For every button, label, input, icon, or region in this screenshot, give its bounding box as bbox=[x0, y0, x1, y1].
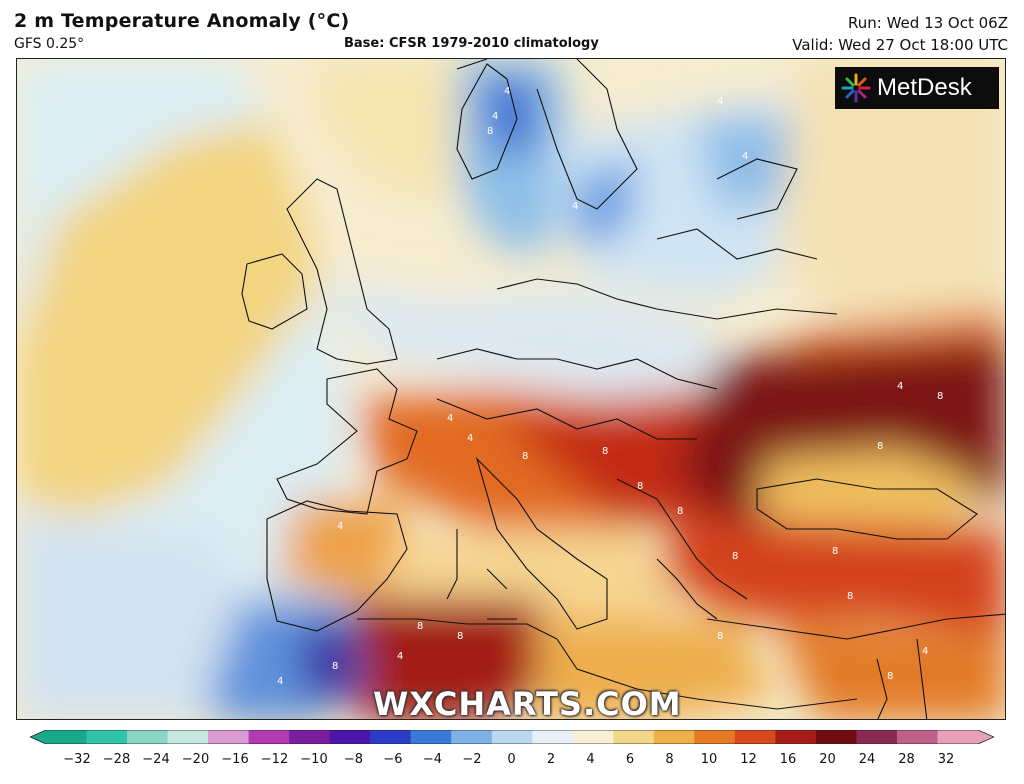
colorbar-tick-label: 28 bbox=[898, 752, 915, 767]
run-time-label: Run: Wed 13 Oct 06Z bbox=[848, 14, 1008, 32]
colorbar-segment bbox=[208, 730, 250, 744]
model-label: GFS 0.25° bbox=[14, 36, 85, 52]
contour-label: 4 bbox=[742, 151, 748, 162]
colorbar-segment bbox=[896, 730, 939, 744]
colorbar-tick-label: 8 bbox=[665, 752, 674, 767]
contour-label: 4 bbox=[277, 676, 283, 687]
contour-label: 4 bbox=[897, 381, 903, 392]
contour-label: 4 bbox=[504, 86, 510, 97]
colorbar-arrow-right bbox=[978, 730, 994, 744]
contour-label: 4 bbox=[717, 96, 723, 107]
contour-label: 8 bbox=[937, 391, 943, 402]
contour-label: 8 bbox=[457, 631, 463, 642]
colorbar-tick-label: −20 bbox=[181, 752, 210, 767]
logo-text: MetDesk bbox=[877, 74, 972, 101]
contour-label: 8 bbox=[732, 551, 738, 562]
contour-label: 8 bbox=[847, 591, 853, 602]
sunburst-icon bbox=[841, 73, 871, 103]
colorbar-tick-label: −4 bbox=[422, 752, 443, 767]
colorbar-tick-label: −32 bbox=[63, 752, 91, 767]
contour-label: 8 bbox=[417, 621, 423, 632]
contour-label: 8 bbox=[602, 446, 608, 457]
colorbar-tick-label: −28 bbox=[102, 752, 131, 767]
anomaly-map: 4 4 8 4 4 4 4 4 8 8 8 4 8 8 8 8 8 8 8 4 … bbox=[16, 58, 1006, 720]
climatology-base-label: Base: CFSR 1979-2010 climatology bbox=[344, 36, 599, 51]
colorbar-segment bbox=[86, 730, 128, 744]
colorbar-segment bbox=[653, 730, 695, 744]
colorbar-segment bbox=[532, 730, 574, 744]
colorbar-tick-label: 12 bbox=[740, 752, 757, 767]
contour-label: 8 bbox=[332, 661, 338, 672]
colorbar-tick-label: −12 bbox=[260, 752, 289, 767]
chart-title: 2 m Temperature Anomaly (°C) bbox=[14, 10, 350, 32]
colorbar-tick-label: −10 bbox=[300, 752, 328, 767]
colorbar bbox=[30, 730, 994, 744]
colorbar-tick-label: −24 bbox=[142, 752, 170, 767]
contour-label: 8 bbox=[877, 441, 883, 452]
colorbar-tick-label: 0 bbox=[507, 752, 516, 767]
contour-label: 4 bbox=[572, 201, 578, 212]
map-canvas: 4 4 8 4 4 4 4 4 8 8 8 4 8 8 8 8 8 8 8 4 … bbox=[17, 59, 1005, 719]
colorbar-segment bbox=[289, 730, 331, 744]
colorbar-segment bbox=[370, 730, 412, 744]
colorbar-segment bbox=[734, 730, 776, 744]
colorbar-tick-label: 32 bbox=[937, 752, 955, 767]
contour-label: 4 bbox=[492, 111, 498, 122]
contour-label: 8 bbox=[522, 451, 528, 462]
colorbar-segment bbox=[856, 730, 898, 744]
colorbar-segment bbox=[775, 730, 817, 744]
colorbar-segment bbox=[46, 730, 88, 744]
colorbar-tick-label: −2 bbox=[462, 752, 482, 767]
colorbar-tick-label: 16 bbox=[779, 752, 797, 767]
colorbar-tick-label: −6 bbox=[383, 752, 403, 767]
contour-labels: 4 4 8 4 4 4 4 4 8 8 8 4 8 8 8 8 8 8 8 4 … bbox=[277, 86, 943, 687]
metdesk-logo: MetDesk bbox=[835, 67, 999, 109]
colorbar-segment bbox=[451, 730, 493, 744]
colorbar-segment bbox=[937, 730, 979, 744]
contour-label: 8 bbox=[677, 506, 683, 517]
colorbar-ticks: −32 −28 −24 −20 −16 −12 −10 −8 −6 −4 −2 0 2 4 6 8 10 12 16… bbox=[0, 748, 1024, 772]
colorbar-tick-label: 20 bbox=[819, 752, 836, 767]
contour-label: 4 bbox=[397, 651, 403, 662]
colorbar-arrow-left bbox=[30, 730, 46, 744]
watermark: WXCHARTS.COM bbox=[373, 685, 682, 720]
colorbar-segment bbox=[815, 730, 858, 744]
colorbar-segment bbox=[491, 730, 533, 744]
coastlines-and-borders bbox=[241, 59, 1005, 719]
colorbar-segment bbox=[329, 730, 371, 744]
colorbar-tick-label: −8 bbox=[343, 752, 364, 767]
contour-label: 8 bbox=[637, 481, 643, 492]
anomaly-field bbox=[17, 59, 1005, 719]
contour-label: 8 bbox=[487, 126, 493, 137]
contour-label: 8 bbox=[832, 546, 838, 557]
colorbar-segment bbox=[694, 730, 736, 744]
colorbar-tick-label: −16 bbox=[221, 752, 249, 767]
colorbar-segment bbox=[248, 730, 290, 744]
colorbar-tick-label: 6 bbox=[625, 752, 635, 767]
colorbar-segment bbox=[410, 730, 452, 744]
contour-label: 8 bbox=[717, 631, 723, 642]
colorbar-segment bbox=[167, 730, 209, 744]
colorbar-tick-label: 4 bbox=[586, 752, 595, 767]
contour-label: 4 bbox=[447, 413, 453, 424]
colorbar-tick-label: 24 bbox=[858, 752, 876, 767]
contour-label: 4 bbox=[467, 433, 473, 444]
valid-time-label: Valid: Wed 27 Oct 18:00 UTC bbox=[792, 36, 1008, 54]
colorbar-segment bbox=[572, 730, 614, 744]
colorbar-tick-label: 2 bbox=[546, 752, 556, 767]
colorbar-segment bbox=[127, 730, 169, 744]
colorbar-tick-label: 10 bbox=[700, 752, 718, 767]
contour-label: 8 bbox=[887, 671, 893, 682]
contour-label: 4 bbox=[337, 521, 343, 532]
contour-label: 4 bbox=[922, 646, 928, 657]
colorbar-segment bbox=[613, 730, 655, 744]
